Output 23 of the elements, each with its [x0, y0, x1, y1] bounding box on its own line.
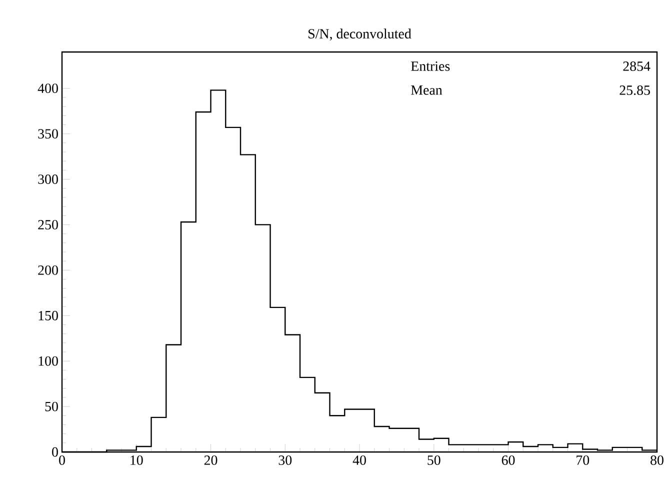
- x-tick-label: 30: [278, 456, 292, 465]
- annotation: 2854: [623, 62, 650, 71]
- x-tick-label: 60: [502, 456, 515, 465]
- x-tick-label: 20: [204, 456, 218, 465]
- x-tick-label: 40: [352, 456, 366, 465]
- x-tick-label: 0: [59, 456, 65, 465]
- y-tick-label: 0: [52, 447, 58, 457]
- y-tick-label: 250: [38, 220, 58, 230]
- chart-title: S/N, deconvoluted: [308, 28, 412, 40]
- annotation: 25.85: [620, 86, 650, 95]
- y-tick-label: 50: [45, 402, 58, 412]
- x-tick-label: 70: [576, 456, 590, 465]
- annotation: Mean: [411, 86, 442, 95]
- x-tick-label: 10: [130, 456, 143, 465]
- x-tick-label: 50: [428, 456, 440, 465]
- annotation: Entries: [411, 62, 450, 71]
- y-tick-label: 300: [38, 174, 58, 184]
- y-tick-label: 400: [38, 84, 58, 94]
- y-tick-label: 150: [38, 310, 58, 320]
- y-tick-label: 200: [38, 265, 58, 275]
- y-tick-label: 350: [38, 129, 58, 139]
- y-tick-label: 100: [38, 356, 58, 366]
- x-tick-label: 80: [650, 456, 664, 465]
